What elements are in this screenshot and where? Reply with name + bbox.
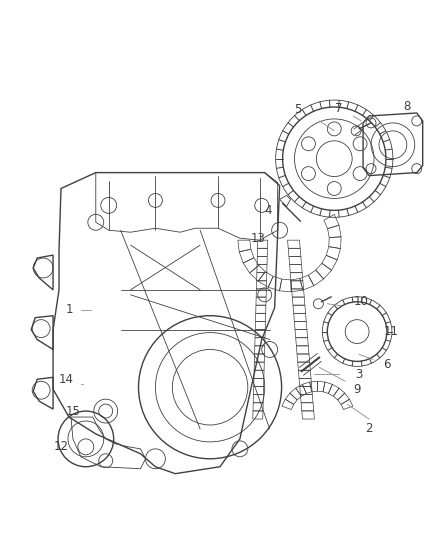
Text: 15: 15: [66, 405, 80, 417]
Text: 9: 9: [353, 383, 361, 395]
Text: 7: 7: [336, 101, 343, 115]
Text: 5: 5: [294, 102, 301, 116]
Text: 14: 14: [59, 373, 74, 386]
Text: 12: 12: [53, 440, 68, 454]
Text: 11: 11: [383, 325, 399, 338]
Text: 1: 1: [65, 303, 73, 316]
Text: 4: 4: [264, 204, 272, 217]
Text: 6: 6: [383, 358, 391, 371]
Text: 3: 3: [355, 368, 363, 381]
Text: 13: 13: [250, 232, 265, 245]
Text: 8: 8: [403, 100, 410, 112]
Text: 2: 2: [365, 423, 373, 435]
Text: 10: 10: [353, 295, 368, 308]
